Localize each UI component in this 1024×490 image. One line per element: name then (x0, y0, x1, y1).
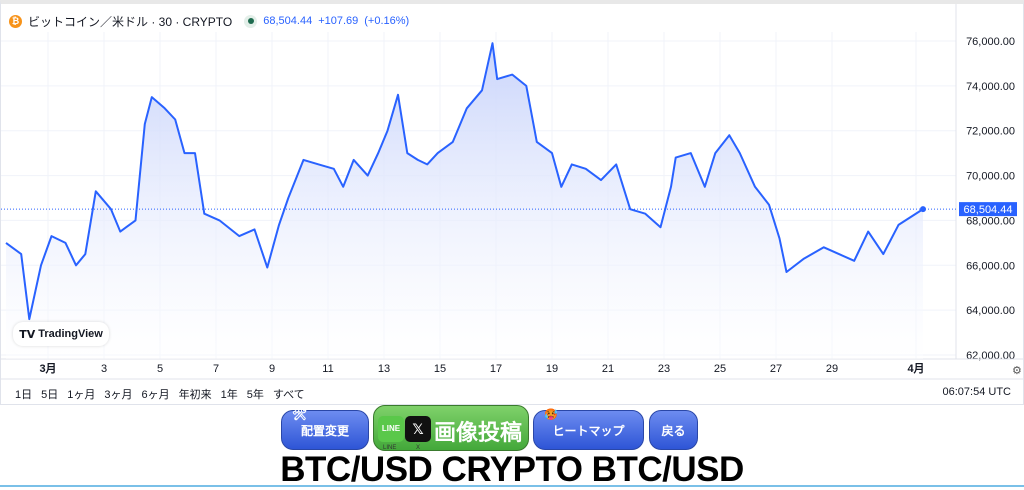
y-tick-label: 62,000.00 (966, 350, 1015, 362)
tradingview-logo-icon: 𝗧𝗩 (19, 328, 35, 341)
x-tick-label: 21 (602, 363, 614, 375)
x-tick-label: 29 (826, 363, 838, 375)
layout-change-button[interactable]: 🛠 配置変更 (281, 410, 369, 450)
x-tick-label: 13 (378, 363, 390, 375)
x-tick-label: 3月 (39, 362, 56, 375)
last-price-badge-label: 68,504.44 (964, 204, 1013, 216)
x-tick-label: 23 (658, 363, 670, 375)
market-open-icon (244, 15, 257, 28)
price-chart[interactable]: 62,000.00 64,000.00 66,000.00 68,000.00 70,0… (1, 4, 1023, 404)
range-ytd[interactable]: 年初来 (179, 386, 212, 402)
range-5y[interactable]: 5年 (247, 386, 264, 402)
range-1y[interactable]: 1年 (221, 386, 238, 402)
price-change: +107.69 (318, 15, 358, 27)
utc-clock: 06:07:54 UTC (943, 386, 1011, 398)
x-tick-label: 4月 (907, 362, 924, 375)
hot-face-icon: 🥵 (544, 408, 558, 421)
x-tick-label: 3 (101, 363, 107, 375)
range-all[interactable]: すべて (273, 386, 305, 402)
y-tick-label: 76,000.00 (966, 36, 1015, 48)
page-title: BTC/USD CRYPTO BTC/USD (0, 450, 1024, 490)
y-tick-label: 64,000.00 (966, 305, 1015, 317)
x-tick-label: 9 (269, 363, 275, 375)
range-1d[interactable]: 1日 (15, 386, 32, 402)
y-tick-label: 72,000.00 (966, 126, 1015, 138)
title-underline (0, 485, 1024, 487)
layout-change-label: 配置変更 (301, 422, 349, 439)
range-selector: 1日 5日 1ヶ月 3ヶ月 6ヶ月 年初来 1年 5年 すべて (15, 386, 305, 402)
heatmap-label: ヒートマップ (552, 422, 624, 439)
range-6m[interactable]: 6ヶ月 (142, 386, 170, 402)
price-area (6, 43, 923, 359)
image-post-button[interactable]: LINE 𝕏 LINE X 画像投稿 (373, 405, 529, 451)
x-tick-label: 5 (157, 363, 163, 375)
x-tick-label: 25 (714, 363, 726, 375)
bitcoin-icon: ₿ (9, 15, 22, 28)
symbol-title: ビットコイン／米ドル · 30 · CRYPTO (28, 13, 232, 30)
last-price: 68,504.44 (263, 15, 312, 27)
heatmap-button[interactable]: 🥵 ヒートマップ (533, 410, 644, 450)
last-price-dot (920, 206, 926, 212)
tools-icon: 🛠 (292, 407, 307, 421)
x-tick-label: 7 (213, 363, 219, 375)
settings-gear-icon[interactable]: ⚙ (1012, 364, 1022, 377)
chart-header: ₿ ビットコイン／米ドル · 30 · CRYPTO 68,504.44 +10… (9, 12, 409, 30)
x-tick-label: 11 (322, 363, 333, 375)
tradingview-widget: 62,000.00 64,000.00 66,000.00 68,000.00 70,0… (0, 0, 1024, 405)
x-tick-label: 15 (434, 363, 446, 375)
range-3m[interactable]: 3ヶ月 (104, 386, 132, 402)
range-5d[interactable]: 5日 (41, 386, 58, 402)
back-label: 戻る (661, 422, 685, 439)
image-post-label: 画像投稿 (434, 415, 522, 447)
x-tick-label: 19 (546, 363, 558, 375)
y-tick-label: 74,000.00 (966, 81, 1015, 93)
x-tick-label: 27 (770, 363, 782, 375)
back-button[interactable]: 戻る (649, 410, 698, 450)
y-tick-label: 70,000.00 (966, 171, 1015, 183)
range-1m[interactable]: 1ヶ月 (67, 386, 95, 402)
price-change-pct: (+0.16%) (364, 15, 409, 27)
x-tick-label: 17 (490, 363, 502, 375)
y-tick-label: 68,000.00 (966, 215, 1015, 227)
logo-text: TradingView (38, 328, 103, 340)
x-icon[interactable]: 𝕏 (405, 416, 431, 442)
y-tick-label: 66,000.00 (966, 260, 1015, 272)
line-icon[interactable]: LINE (378, 416, 404, 442)
